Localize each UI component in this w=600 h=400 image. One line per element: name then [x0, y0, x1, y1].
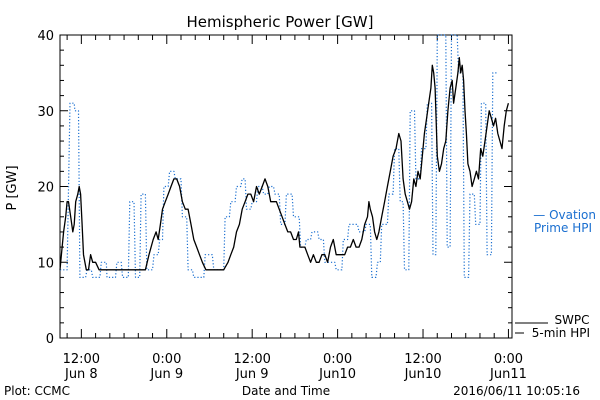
- footer-credit: Plot: CCMC: [4, 384, 70, 398]
- y-tick-label: 20: [37, 181, 54, 196]
- y-tick-label: 30: [37, 105, 54, 120]
- x-tick-label-date: Jun10: [318, 367, 356, 382]
- series-layer: [59, 34, 510, 278]
- y-tick-label: 10: [37, 256, 54, 271]
- y-axis-label: P [GW]: [5, 165, 20, 210]
- series-line-swpc-5min-hpi: [59, 57, 510, 271]
- x-tick-label-date: Jun11: [489, 367, 527, 382]
- chart-title: Hemispheric Power [GW]: [187, 13, 374, 31]
- x-tick-label-date: Jun 8: [64, 367, 98, 382]
- x-axis-label: Date and Time: [242, 384, 330, 398]
- y-tick-label: 40: [37, 29, 54, 44]
- footer-timestamp: 2016/06/11 10:05:16: [453, 384, 580, 398]
- legend-swpc-line2: 5-min HPI: [532, 326, 590, 340]
- x-tick-label-date: Jun10: [404, 367, 442, 382]
- y-axis-ticks: 0 10 20 30 40: [37, 29, 512, 347]
- x-tick-label-time: 0:00: [152, 352, 181, 367]
- x-tick-label-time: 0:00: [494, 352, 523, 367]
- y-tick-label: 0: [46, 332, 54, 347]
- x-tick-label-date: Jun 9: [149, 367, 183, 382]
- legend-ovation-line2: Prime HPI: [534, 221, 592, 235]
- legend-ovation-line1: — Ovation: [533, 208, 596, 222]
- x-tick-label-time: 12:00: [63, 352, 100, 367]
- x-tick-label-time: 12:00: [233, 352, 270, 367]
- x-tick-label-time: 12:00: [404, 352, 441, 367]
- x-tick-label-time: 0:00: [323, 352, 352, 367]
- plot-area-frame: [59, 34, 513, 339]
- legend-swpc-line1: SWPC: [554, 313, 589, 327]
- x-tick-label-date: Jun 9: [235, 367, 269, 382]
